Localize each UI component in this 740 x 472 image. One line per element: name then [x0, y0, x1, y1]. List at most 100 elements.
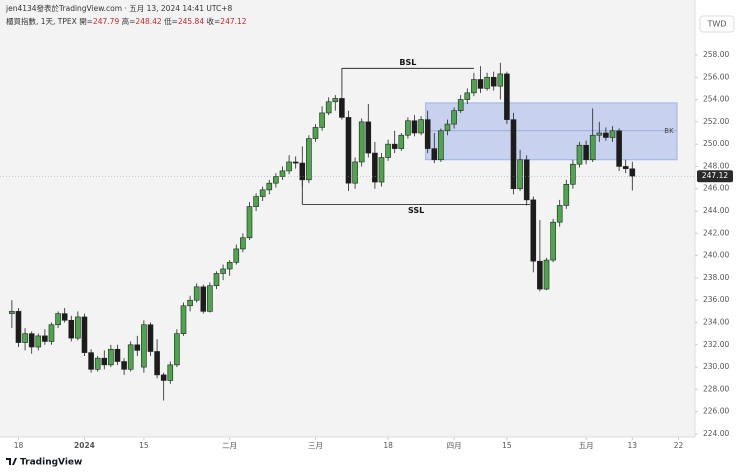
currency: TWD [707, 20, 727, 29]
candle-body [108, 348, 114, 366]
l-value: 245.84 [178, 17, 204, 26]
y-tick-label: 238.00 [703, 273, 729, 282]
byline: jen4134發表於TradingView.com · 五月 13, 2024 … [5, 3, 233, 13]
candle-body [385, 143, 391, 158]
candle-body [490, 76, 497, 87]
candle-body [233, 248, 240, 263]
candle-body [444, 123, 451, 132]
candle-body [48, 324, 55, 342]
candle-body [358, 121, 365, 163]
candle-body [365, 121, 372, 154]
candle-body [299, 162, 306, 181]
level-label: BSL [399, 58, 416, 67]
candle-body [147, 324, 154, 352]
candle-body [563, 183, 570, 206]
candle-body [226, 262, 233, 270]
c-label: 收= [207, 16, 221, 26]
x-tick-label: 18 [383, 441, 393, 450]
candle-body [352, 161, 358, 184]
candle-body [273, 176, 279, 184]
x-tick-label: 二月 [222, 441, 237, 450]
candle-body [319, 112, 325, 128]
candle-body [550, 221, 556, 261]
candle-body [424, 119, 431, 149]
candle-body [543, 259, 550, 290]
candle-body [167, 364, 174, 381]
x-tick-label: 五月 [579, 441, 594, 450]
candle-body [28, 333, 35, 348]
candle-body [114, 348, 121, 362]
currency-box [699, 15, 735, 33]
candle-body [61, 313, 68, 321]
y-tick-label: 248.00 [703, 161, 729, 170]
candle-body [75, 316, 81, 339]
candle-body [570, 163, 576, 185]
x-tick-label: 15 [139, 441, 149, 450]
candle-body [438, 130, 444, 161]
candle-body [187, 299, 193, 307]
y-tick-label: 240.00 [703, 251, 729, 260]
candle-body [292, 161, 299, 164]
candle-body [306, 138, 312, 181]
y-tick-label: 226.00 [703, 407, 729, 416]
x-tick-label: 三月 [308, 441, 323, 450]
x-tick-label: 2024 [74, 441, 95, 450]
candle-body [94, 357, 101, 370]
candle-body [174, 333, 180, 366]
symbol: 櫃買指數, 1天, TPEX [6, 16, 77, 26]
candle-body [134, 344, 141, 351]
candle-body [451, 110, 457, 125]
candle-body [411, 120, 418, 134]
y-tick-label: 258.00 [703, 50, 729, 59]
candle-body [121, 361, 127, 370]
candle-body [504, 73, 510, 120]
candle-body [372, 152, 378, 183]
candle-body [471, 79, 477, 94]
candle-body [42, 335, 48, 342]
brand: TradingView [20, 458, 82, 468]
level-label: SSL [408, 206, 424, 215]
candle-body [332, 98, 339, 103]
candle-body [596, 132, 603, 136]
candle-body [141, 324, 147, 368]
candle-body [345, 117, 352, 184]
candle-body [510, 119, 517, 190]
candle-body [160, 374, 167, 381]
x-tick-label: 22 [674, 441, 684, 450]
y-tick-label: 254.00 [703, 95, 729, 104]
candle-body [240, 237, 246, 250]
candle-body [616, 130, 622, 167]
candle-body [398, 134, 405, 149]
candle-body [589, 134, 596, 161]
candle-body [484, 76, 490, 89]
candle-body [81, 316, 88, 353]
y-tick-label: 230.00 [703, 362, 729, 371]
logo-icon [6, 458, 17, 465]
candle-body [259, 189, 266, 197]
x-tick-label: 四月 [447, 441, 462, 450]
candle-body [576, 144, 583, 165]
y-tick-label: 232.00 [703, 340, 729, 349]
candle-body [622, 166, 629, 169]
candle-body [378, 157, 385, 183]
y-tick-label: 242.00 [703, 228, 729, 237]
candle-body [517, 159, 523, 190]
candle-body [556, 205, 563, 223]
candle-body [523, 159, 530, 201]
candle-body [286, 161, 292, 172]
candle-body [9, 311, 15, 314]
o-label: 開= [79, 17, 93, 26]
candle-body [609, 130, 616, 138]
candle-body [154, 351, 160, 376]
ohlc-header: 櫃買指數, 1天, TPEX 開=247.79 高=248.42 低=245.8… [6, 16, 247, 26]
candle-body [35, 335, 42, 348]
o-value: 247.79 [93, 17, 119, 26]
plot-background [0, 0, 695, 437]
y-tick-label: 250.00 [703, 139, 729, 148]
candle-body [55, 313, 61, 326]
candle-body [457, 99, 464, 111]
zone-label: BK [664, 127, 674, 135]
zone [425, 102, 678, 161]
y-tick-label: 252.00 [703, 117, 729, 126]
